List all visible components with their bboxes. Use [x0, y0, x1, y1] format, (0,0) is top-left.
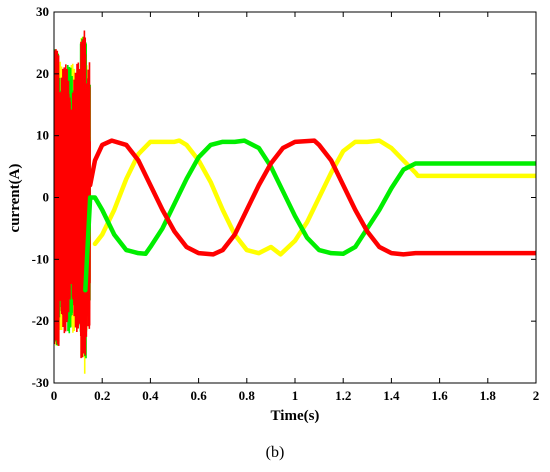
y-tick-label: -30: [32, 375, 49, 390]
series-layer: [54, 30, 536, 374]
x-tick-label: 1.6: [431, 388, 448, 403]
x-tick-label: 1.2: [335, 388, 351, 403]
x-tick-label: 0.8: [239, 388, 256, 403]
x-axis-label: Time(s): [271, 408, 320, 424]
y-axis-label: current(A): [7, 164, 23, 233]
y-tick-label: 20: [36, 66, 49, 81]
y-tick-label: -20: [32, 313, 49, 328]
x-tick-label: 0.2: [94, 388, 110, 403]
series-line-2: [87, 138, 536, 257]
transient-burst-2: [54, 30, 91, 359]
series-line-0: [92, 138, 536, 257]
y-tick-label: 10: [36, 128, 49, 143]
y-tick-label: 0: [43, 190, 50, 205]
x-tick-label: 1.4: [383, 388, 400, 403]
tick-layer: 0 0.2 0.4 0.6 0.8 1 1.2 1.4 1.6 1.8 2 -30 -20 -10 0 10 2…: [32, 4, 540, 403]
x-tick-label: 0.6: [190, 388, 207, 403]
x-tick-label: 0: [51, 388, 58, 403]
y-tick-label: 30: [36, 4, 49, 19]
current-chart: 0 0.2 0.4 0.6 0.8 1 1.2 1.4 1.6 1.8 2 -30 -20 -10 0 10 2…: [7, 4, 540, 424]
x-tick-label: 1.8: [480, 388, 497, 403]
x-tick-label: 1: [292, 388, 299, 403]
y-tick-label: -10: [32, 251, 49, 266]
x-tick-label: 2: [533, 388, 540, 403]
figure-caption: (b): [265, 444, 285, 461]
x-tick-label: 0.4: [142, 388, 159, 403]
plot-frame: [53, 11, 537, 384]
